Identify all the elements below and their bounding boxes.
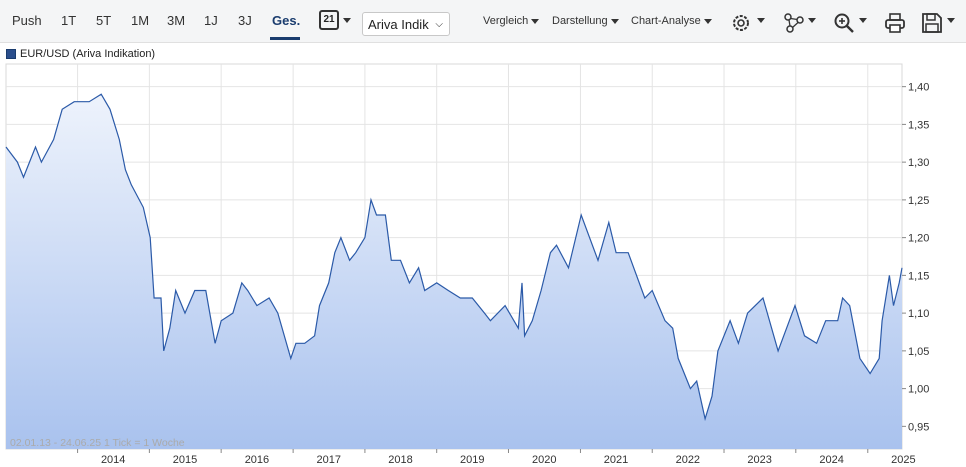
y-tick-label: 1,25 (908, 195, 929, 207)
chevron-down-icon: ⌵ (435, 19, 443, 30)
x-tick-label: 2021 (604, 454, 628, 466)
source-select-value: Ariva Indik (368, 17, 429, 32)
x-tick-label: 2015 (173, 454, 197, 466)
legend-label: EUR/USD (Ariva Indikation) (20, 48, 156, 60)
settings-icon[interactable] (730, 11, 752, 35)
y-tick-label: 1,00 (908, 384, 929, 396)
x-tick-label: 2014 (101, 454, 125, 466)
tab-3m[interactable]: 3M (167, 13, 186, 28)
price-chart[interactable]: 0,95 1,00 1,05 1,10 1,15 1,20 1,25 1,30 1,35 1,40… (0, 42, 966, 467)
tab-1j[interactable]: 1J (204, 13, 218, 28)
zoom-dropdown-caret[interactable] (859, 18, 867, 23)
y-tick-label: 1,35 (908, 119, 929, 131)
y-tick-label: 1,20 (908, 233, 929, 245)
save-icon[interactable] (921, 11, 943, 35)
price-line (5, 93, 903, 422)
x-tick-label: 2018 (388, 454, 412, 466)
x-tick-label: 2019 (460, 454, 484, 466)
x-tick-label: 2022 (676, 454, 700, 466)
settings-dropdown-caret[interactable] (757, 18, 765, 23)
x-tick-label: 2024 (819, 454, 843, 466)
save-dropdown-caret[interactable] (947, 18, 955, 23)
calendar-icon[interactable]: 21 (319, 10, 339, 30)
y-tick-label: 0,95 (908, 421, 929, 433)
network-icon[interactable] (783, 11, 805, 35)
chevron-down-icon (610, 18, 619, 24)
y-tick-label: 1,30 (908, 157, 929, 169)
menu-darstellung[interactable]: Darstellung (552, 15, 619, 27)
x-tick-label: 2025 (891, 454, 915, 466)
network-dropdown-caret[interactable] (808, 18, 816, 23)
chart-toolbar: Push 1T 5T 1M 3M 1J 3J Ges. 21 Ariva Ind… (0, 0, 966, 43)
tab-5t[interactable]: 5T (96, 13, 112, 28)
tab-1t[interactable]: 1T (61, 13, 77, 28)
range-note: 02.01.13 - 24.06.25 1 Tick = 1 Woche (10, 437, 185, 449)
y-axis: 0,95 1,00 1,05 1,10 1,15 1,20 1,25 1,30 1,35 1,40 (902, 82, 929, 433)
x-axis: 2014 2015 2016 2017 2018 2019 2020 2021 2022 2023… (77, 449, 916, 466)
tab-gesamt[interactable]: Ges. (272, 13, 301, 28)
y-tick-label: 1,10 (908, 308, 929, 320)
x-tick-label: 2023 (747, 454, 771, 466)
tab-push[interactable]: Push (12, 13, 42, 28)
menu-vergleich[interactable]: Vergleich (483, 15, 540, 27)
x-tick-label: 2017 (316, 454, 340, 466)
tab-3j[interactable]: 3J (238, 13, 252, 28)
chart-legend: EUR/USD (Ariva Indikation) (6, 48, 155, 60)
y-tick-label: 1,15 (908, 270, 929, 282)
tab-1m[interactable]: 1M (131, 13, 150, 28)
x-tick-label: 2016 (245, 454, 269, 466)
menu-chart-analyse[interactable]: Chart-Analyse (631, 15, 712, 27)
y-tick-label: 1,40 (908, 82, 929, 94)
chevron-down-icon (531, 18, 540, 24)
legend-swatch (6, 49, 16, 60)
y-tick-label: 1,05 (908, 346, 929, 358)
print-icon[interactable] (884, 11, 906, 35)
active-tab-indicator (270, 37, 300, 40)
zoom-icon[interactable] (833, 11, 855, 35)
calendar-dropdown-caret[interactable] (343, 18, 351, 23)
x-tick-label: 2020 (532, 454, 556, 466)
chevron-down-icon (703, 18, 712, 24)
source-select[interactable]: Ariva Indik ⌵ (362, 12, 450, 36)
price-area (6, 94, 902, 449)
